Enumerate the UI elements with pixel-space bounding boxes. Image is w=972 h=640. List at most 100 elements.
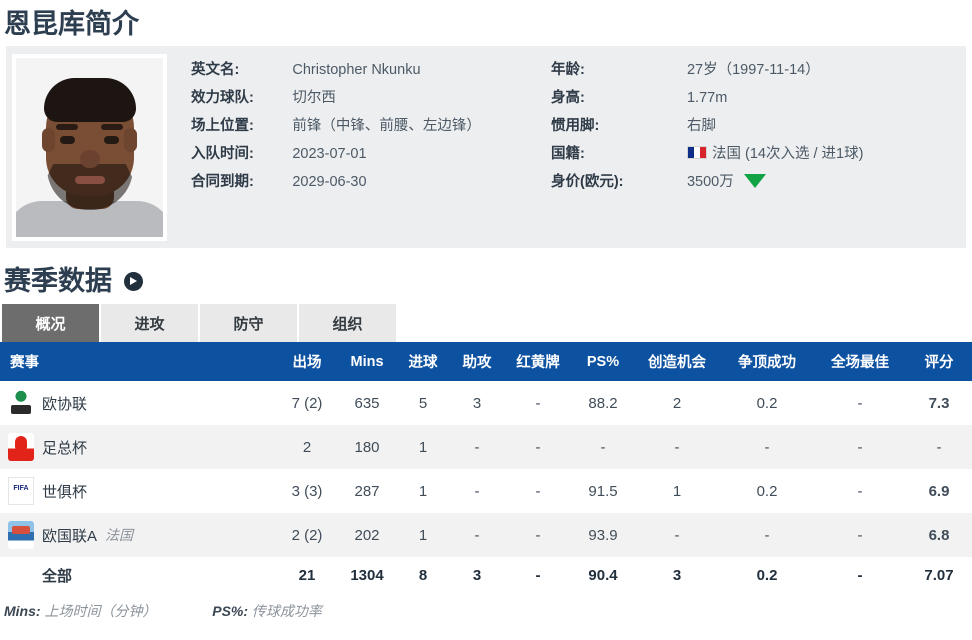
cell-aerial-duels-won: 0.2 (756, 394, 778, 412)
season-data-title: 赛季数据 (4, 266, 112, 296)
legend-desc-mins: 上场时间（分钟） (44, 603, 157, 619)
table-row[interactable]: 欧协联 7 (2) 635 5 3 - 88.2 2 0.2 - 7.3 (0, 381, 972, 425)
tab-overview[interactable]: 概况 (2, 304, 99, 342)
cell-goals: 1 (418, 482, 428, 500)
tab-organization[interactable]: 组织 (299, 304, 396, 342)
info-row-preferred-foot: 惯用脚: 右脚 (551, 112, 971, 140)
cell-chances-created: - (674, 526, 680, 544)
col-header-goals[interactable]: 进球 (396, 342, 450, 381)
cell-motm-total: - (857, 567, 863, 584)
stats-tabs: 概况 进攻 防守 组织 (0, 304, 972, 342)
arrow-right-circle-icon[interactable] (124, 271, 143, 291)
competition-name: 欧协联 (42, 395, 88, 413)
col-header-mins[interactable]: Mins (338, 342, 396, 381)
col-header-competition[interactable]: 赛事 (0, 342, 276, 381)
cell-assists: - (474, 438, 480, 456)
cell-motm: - (857, 394, 863, 412)
cell-rating: - (936, 438, 942, 456)
cell-mins: 287 (354, 482, 380, 500)
table-header-row: 赛事 出场 Mins 进球 助攻 红黄牌 PS% 创造机会 争顶成功 全场最佳 … (0, 342, 972, 381)
cell-goals: 1 (418, 526, 428, 544)
table-row[interactable]: 欧国联A 法国 2 (2) 202 1 - - 93.9 - - - 6.8 (0, 513, 972, 557)
col-header-assists[interactable]: 助攻 (450, 342, 504, 381)
cell-assists-total: 3 (472, 567, 482, 584)
season-data-header: 赛季数据 (0, 248, 972, 304)
cell-goals: 5 (418, 394, 428, 412)
info-value: 切尔西 (292, 89, 336, 106)
cell-aerial-duels-won: 0.2 (756, 482, 778, 500)
info-value: Christopher Nkunku (292, 61, 421, 78)
cell-cards-total: - (535, 567, 541, 584)
col-header-cards[interactable]: 红黄牌 (504, 342, 572, 381)
table-row[interactable]: 足总杯 2 180 1 - - - - - - - (0, 425, 972, 469)
info-label: 国籍: (551, 145, 585, 162)
info-value: 1.77m (686, 89, 728, 106)
competition-name: 世俱杯 (42, 483, 88, 501)
profile-info: 英文名: Christopher Nkunku 效力球队: 切尔西 场上位置: … (167, 54, 971, 196)
col-header-pass-success[interactable]: PS% (572, 342, 634, 381)
cell-assists: - (474, 482, 480, 500)
cell-rating: 6.9 (928, 482, 950, 500)
info-row-joined-date: 入队时间: 2023-07-01 (191, 140, 541, 168)
tab-attack[interactable]: 进攻 (101, 304, 198, 342)
competition-subtitle: 法国 (105, 527, 134, 543)
info-row-contract-end: 合同到期: 2029-06-30 (191, 168, 541, 196)
table-row[interactable]: 世俱杯 3 (3) 287 1 - - 91.5 1 0.2 - 6.9 (0, 469, 972, 513)
info-label: 入队时间: (191, 145, 254, 162)
info-value: 右脚 (686, 117, 716, 134)
info-label: 惯用脚: (551, 117, 600, 134)
cell-goals-total: 8 (418, 567, 428, 584)
trend-down-icon (743, 173, 766, 188)
cell-goals: 1 (418, 438, 428, 456)
info-label: 年龄: (551, 61, 585, 78)
cell-aerial-duels-won: - (764, 526, 770, 544)
cell-cards: - (535, 438, 541, 456)
cell-appearances: 3 (3) (291, 482, 323, 500)
competition-name: 足总杯 (42, 439, 88, 457)
info-row-nationality: 国籍: 法国 (14次入选 / 进1球) (551, 140, 971, 168)
col-header-chances-created[interactable]: 创造机会 (634, 342, 720, 381)
cell-appearances: 2 (2) (291, 526, 323, 544)
market-value-text: 3500万 (686, 173, 734, 190)
profile-info-right: 年龄: 27岁（1997-11-14） 身高: 1.77m 惯用脚: 右脚 国籍… (551, 56, 971, 196)
table-legend: Mins: 上场时间（分钟） PS%: 传球成功率 (0, 594, 972, 621)
cell-appearances: 7 (2) (291, 394, 323, 412)
cell-pass-success: 93.9 (588, 526, 618, 544)
player-photo-frame (12, 54, 167, 241)
info-value: 27岁（1997-11-14） (686, 61, 820, 78)
info-row-height: 身高: 1.77m (551, 84, 971, 112)
info-label: 效力球队: (191, 89, 254, 106)
col-header-aerial-duels-won[interactable]: 争顶成功 (720, 342, 814, 381)
cell-chances-created: - (674, 438, 680, 456)
competition-name: 欧国联A (42, 527, 98, 545)
cell-competition: 世俱杯 (0, 469, 276, 513)
cell-rating: 7.3 (928, 394, 950, 412)
info-label: 身高: (551, 89, 585, 106)
cell-motm: - (857, 438, 863, 456)
info-label: 合同到期: (191, 173, 254, 190)
info-value-nationality: 法国 (14次入选 / 进1球) (686, 140, 971, 168)
cell-motm: - (857, 526, 863, 544)
cell-pass-success: - (600, 438, 606, 456)
tab-defence[interactable]: 防守 (200, 304, 297, 342)
player-photo (16, 58, 163, 237)
col-header-rating[interactable]: 评分 (906, 342, 972, 381)
col-header-motm[interactable]: 全场最佳 (814, 342, 906, 381)
col-header-appearances[interactable]: 出场 (276, 342, 338, 381)
cell-pass-success: 91.5 (588, 482, 618, 500)
cell-appearances: 2 (302, 438, 312, 456)
season-stats-table: 赛事 出场 Mins 进球 助攻 红黄牌 PS% 创造机会 争顶成功 全场最佳 … (0, 342, 972, 594)
legend-term-ps: PS%: (212, 603, 249, 619)
info-row-market-value: 身价(欧元): 3500万 (551, 168, 971, 196)
cell-mins: 635 (354, 394, 380, 412)
cell-cards: - (535, 482, 541, 500)
fifa-club-world-cup-logo-icon (8, 477, 34, 505)
cell-cards: - (535, 394, 541, 412)
legend-term-mins: Mins: (4, 603, 41, 619)
cell-pass-success: 88.2 (588, 394, 618, 412)
nationality-text: 法国 (14次入选 / 进1球) (711, 145, 864, 162)
info-row-position: 场上位置: 前锋（中锋、前腰、左边锋） (191, 112, 541, 140)
cell-pass-success-total: 90.4 (588, 567, 618, 584)
info-label: 英文名: (191, 61, 240, 78)
